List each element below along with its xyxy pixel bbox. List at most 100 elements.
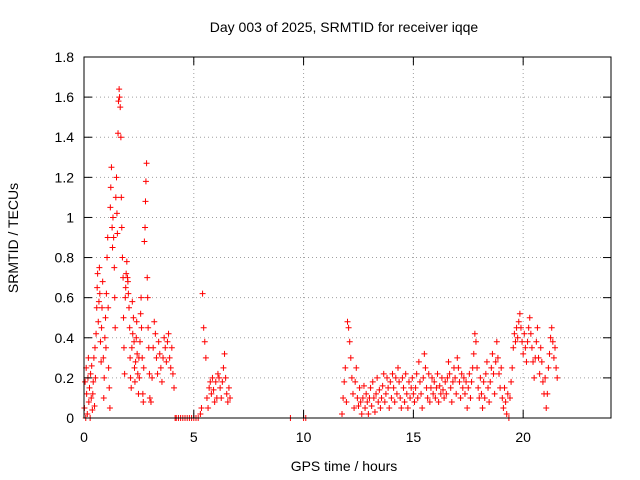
data-point	[126, 324, 133, 331]
data-point	[96, 290, 103, 297]
data-point	[449, 378, 456, 385]
data-point	[446, 370, 453, 377]
data-point	[91, 344, 98, 351]
data-point	[503, 410, 510, 417]
data-point	[363, 390, 370, 397]
data-point	[134, 350, 141, 357]
data-point	[403, 390, 410, 397]
data-point	[90, 378, 97, 385]
data-point	[521, 330, 528, 337]
x-tick-label: 15	[406, 429, 422, 445]
data-point	[554, 374, 561, 381]
data-point	[347, 354, 354, 361]
data-point	[452, 374, 459, 381]
data-point	[422, 364, 429, 371]
data-point	[88, 362, 95, 369]
data-point	[432, 394, 439, 401]
y-tick-label: 1.6	[55, 89, 75, 105]
data-point	[533, 338, 540, 345]
data-point	[549, 338, 556, 345]
data-point	[465, 384, 472, 391]
data-point	[531, 374, 538, 381]
data-point	[105, 364, 112, 371]
data-point	[133, 318, 140, 325]
data-point	[421, 350, 428, 357]
data-point	[477, 374, 484, 381]
data-point	[356, 384, 363, 391]
data-point	[103, 290, 110, 297]
data-point	[474, 364, 481, 371]
y-tick-label: 0.4	[55, 330, 75, 346]
data-point	[129, 330, 136, 337]
data-point	[359, 394, 366, 401]
data-point	[111, 264, 118, 271]
data-point	[381, 398, 388, 405]
data-point	[386, 404, 393, 411]
data-point	[520, 350, 527, 357]
data-point	[355, 402, 362, 409]
data-point	[227, 394, 234, 401]
data-point	[91, 402, 98, 409]
data-point	[132, 358, 139, 365]
data-point	[206, 384, 213, 391]
data-point	[94, 284, 101, 291]
data-point	[418, 390, 425, 397]
data-point	[139, 390, 146, 397]
data-point	[460, 374, 467, 381]
data-point	[413, 370, 420, 377]
x-tick-label: 0	[80, 429, 88, 445]
data-point	[141, 238, 148, 245]
data-point	[136, 338, 143, 345]
data-point	[131, 338, 138, 345]
data-point	[113, 210, 120, 217]
data-point	[442, 378, 449, 385]
data-point	[115, 98, 122, 105]
data-point	[489, 350, 496, 357]
data-point	[130, 314, 137, 321]
data-point	[441, 394, 448, 401]
data-point	[85, 398, 92, 405]
data-point	[511, 330, 518, 337]
data-points	[81, 86, 561, 421]
data-point	[404, 404, 411, 411]
data-point	[119, 254, 126, 261]
data-point	[140, 364, 147, 371]
data-point	[440, 386, 447, 393]
data-point	[530, 358, 537, 365]
axis-ticks: 0 0.2 0.4 0.6 0.8 1 1.2 1.4 1.6 1.8 0 5 10 15 20	[55, 49, 611, 445]
data-point	[448, 398, 455, 405]
data-point	[344, 318, 351, 325]
grid	[84, 57, 611, 418]
data-point	[488, 364, 495, 371]
data-point	[483, 358, 490, 365]
data-point	[534, 324, 541, 331]
data-point	[526, 314, 533, 321]
data-point	[220, 364, 227, 371]
data-point	[435, 398, 442, 405]
data-point	[340, 394, 347, 401]
data-point	[459, 384, 466, 391]
data-point	[552, 344, 559, 351]
data-point	[379, 382, 386, 389]
data-point	[476, 394, 483, 401]
data-point	[492, 358, 499, 365]
data-point	[466, 370, 473, 377]
data-point	[342, 364, 349, 371]
data-point	[415, 358, 422, 365]
data-point	[375, 398, 382, 405]
data-point	[139, 354, 146, 361]
data-point	[122, 284, 129, 291]
data-point	[109, 244, 116, 251]
data-point	[116, 94, 123, 101]
data-point	[138, 324, 145, 331]
data-point	[431, 378, 438, 385]
data-point	[198, 404, 205, 411]
data-point	[151, 318, 158, 325]
data-point	[167, 364, 174, 371]
data-point	[409, 374, 416, 381]
data-point	[113, 174, 120, 181]
data-point	[475, 384, 482, 391]
data-point	[98, 358, 105, 365]
data-point	[374, 374, 381, 381]
data-point	[160, 354, 167, 361]
